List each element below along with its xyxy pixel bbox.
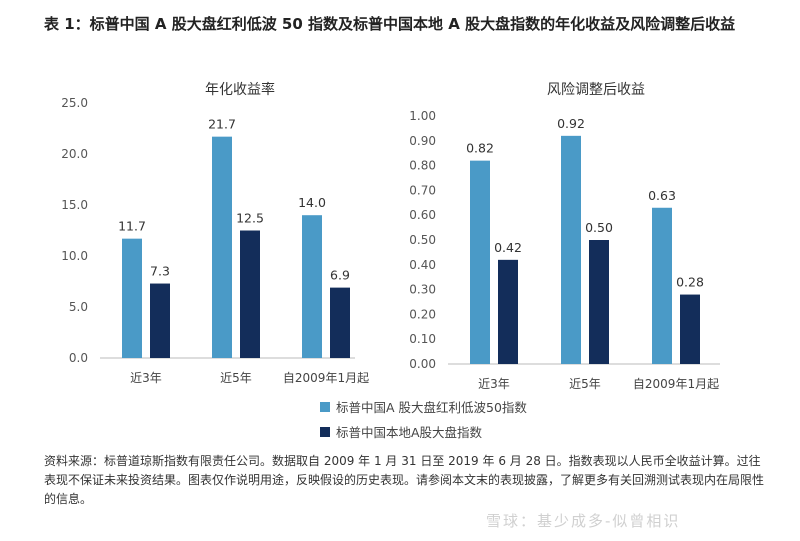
legend-swatch-series2: [320, 426, 330, 437]
chart-1-ytick-label: 0.0: [69, 351, 88, 365]
chart-2-data-label: 0.82: [466, 141, 494, 156]
chart-2-bar-series1: [652, 207, 672, 364]
figure-title: 表 1：标普中国 A 股大盘红利低波 50 指数及标普中国本地 A 股大盘指数的…: [44, 15, 736, 33]
chart-2-ytick-label: 0.70: [409, 183, 436, 197]
chart-2-ytick-label: 0.90: [409, 134, 436, 148]
chart-1-bar-series2: [150, 283, 170, 358]
chart-1-data-label: 6.9: [330, 268, 350, 283]
chart-1-xtick-label: 近5年: [220, 371, 252, 385]
legend-label-series2: 标普中国本地A股大盘指数: [336, 425, 483, 440]
chart-1-bar-series1: [122, 238, 142, 358]
chart-2-xtick-label: 近3年: [478, 377, 510, 391]
chart-2-ytick-label: 0.60: [409, 208, 436, 222]
chart-2-bar-series2: [589, 240, 609, 364]
chart-1-ytick-label: 5.0: [69, 300, 88, 314]
chart-2-data-label: 0.63: [648, 188, 676, 203]
legend-swatch-series1: [320, 401, 330, 412]
chart-1-data-label: 7.3: [150, 264, 170, 279]
chart-1-title: 年化收益率: [205, 81, 275, 98]
legend-label-series1: 标普中国A 股大盘红利低波50指数: [336, 400, 527, 415]
chart-2-ytick-label: 0.30: [409, 283, 436, 297]
chart-1-data-label: 21.7: [208, 117, 236, 132]
chart-2-ytick-label: 0.20: [409, 307, 436, 321]
chart-2-title: 风险调整后收益: [547, 82, 645, 98]
chart-1-bar-series2: [330, 287, 350, 358]
chart-2-bar-series1: [561, 135, 581, 364]
chart-2-bar-series1: [470, 160, 490, 364]
chart-1-bar-series2: [240, 230, 260, 358]
chart-1-data-label: 11.7: [118, 219, 146, 234]
chart-2-ytick-label: 0.80: [409, 159, 436, 173]
chart-2-ytick-label: 0.10: [409, 332, 436, 346]
chart-1-xtick-label: 近3年: [130, 371, 162, 385]
chart-2-ytick-label: 0.00: [409, 357, 436, 371]
chart-1-data-label: 12.5: [236, 211, 264, 226]
chart-2-data-label: 0.92: [557, 116, 585, 131]
chart-1-ytick-label: 15.0: [61, 198, 88, 212]
chart-1-bar-series1: [212, 136, 232, 358]
chart-2-xtick-label: 自2009年1月起: [633, 377, 719, 391]
chart-2-bar-series2: [498, 259, 518, 364]
legend: 标普中国A 股大盘红利低波50指数 标普中国本地A股大盘指数: [320, 394, 527, 444]
chart-2-bar-series2: [680, 294, 700, 364]
chart-2-ytick-label: 0.40: [409, 258, 436, 272]
chart-2-data-label: 0.28: [676, 275, 704, 290]
chart-2-ytick-label: 1.00: [409, 109, 436, 123]
charts-area: 年化收益率 0.0 5.0 10.0 15.0 20.0 25.0 11.7 7.3 近3年 21.…: [61, 81, 720, 391]
legend-item-series1: 标普中国A 股大盘红利低波50指数: [320, 394, 527, 419]
chart-1-bar-series1: [302, 215, 322, 358]
chart-1-data-label: 14.0: [298, 195, 326, 210]
chart-1-ytick-label: 25.0: [61, 96, 88, 110]
chart-2-ytick-label: 0.50: [409, 233, 436, 247]
chart-2-xtick-label: 近5年: [569, 377, 601, 391]
chart-2-data-label: 0.42: [494, 240, 522, 255]
legend-item-series2: 标普中国本地A股大盘指数: [320, 419, 527, 444]
chart-1-xtick-label: 自2009年1月起: [283, 371, 369, 385]
chart-1-ytick-label: 20.0: [61, 147, 88, 161]
watermark: 雪球：基少成多-似曾相识: [486, 512, 681, 530]
source-note: 资料来源：标普道琼斯指数有限责任公司。数据取自 2009 年 1 月 31 日至…: [44, 454, 765, 506]
chart-1-ytick-label: 10.0: [61, 249, 88, 263]
chart-2-data-label: 0.50: [585, 220, 613, 235]
